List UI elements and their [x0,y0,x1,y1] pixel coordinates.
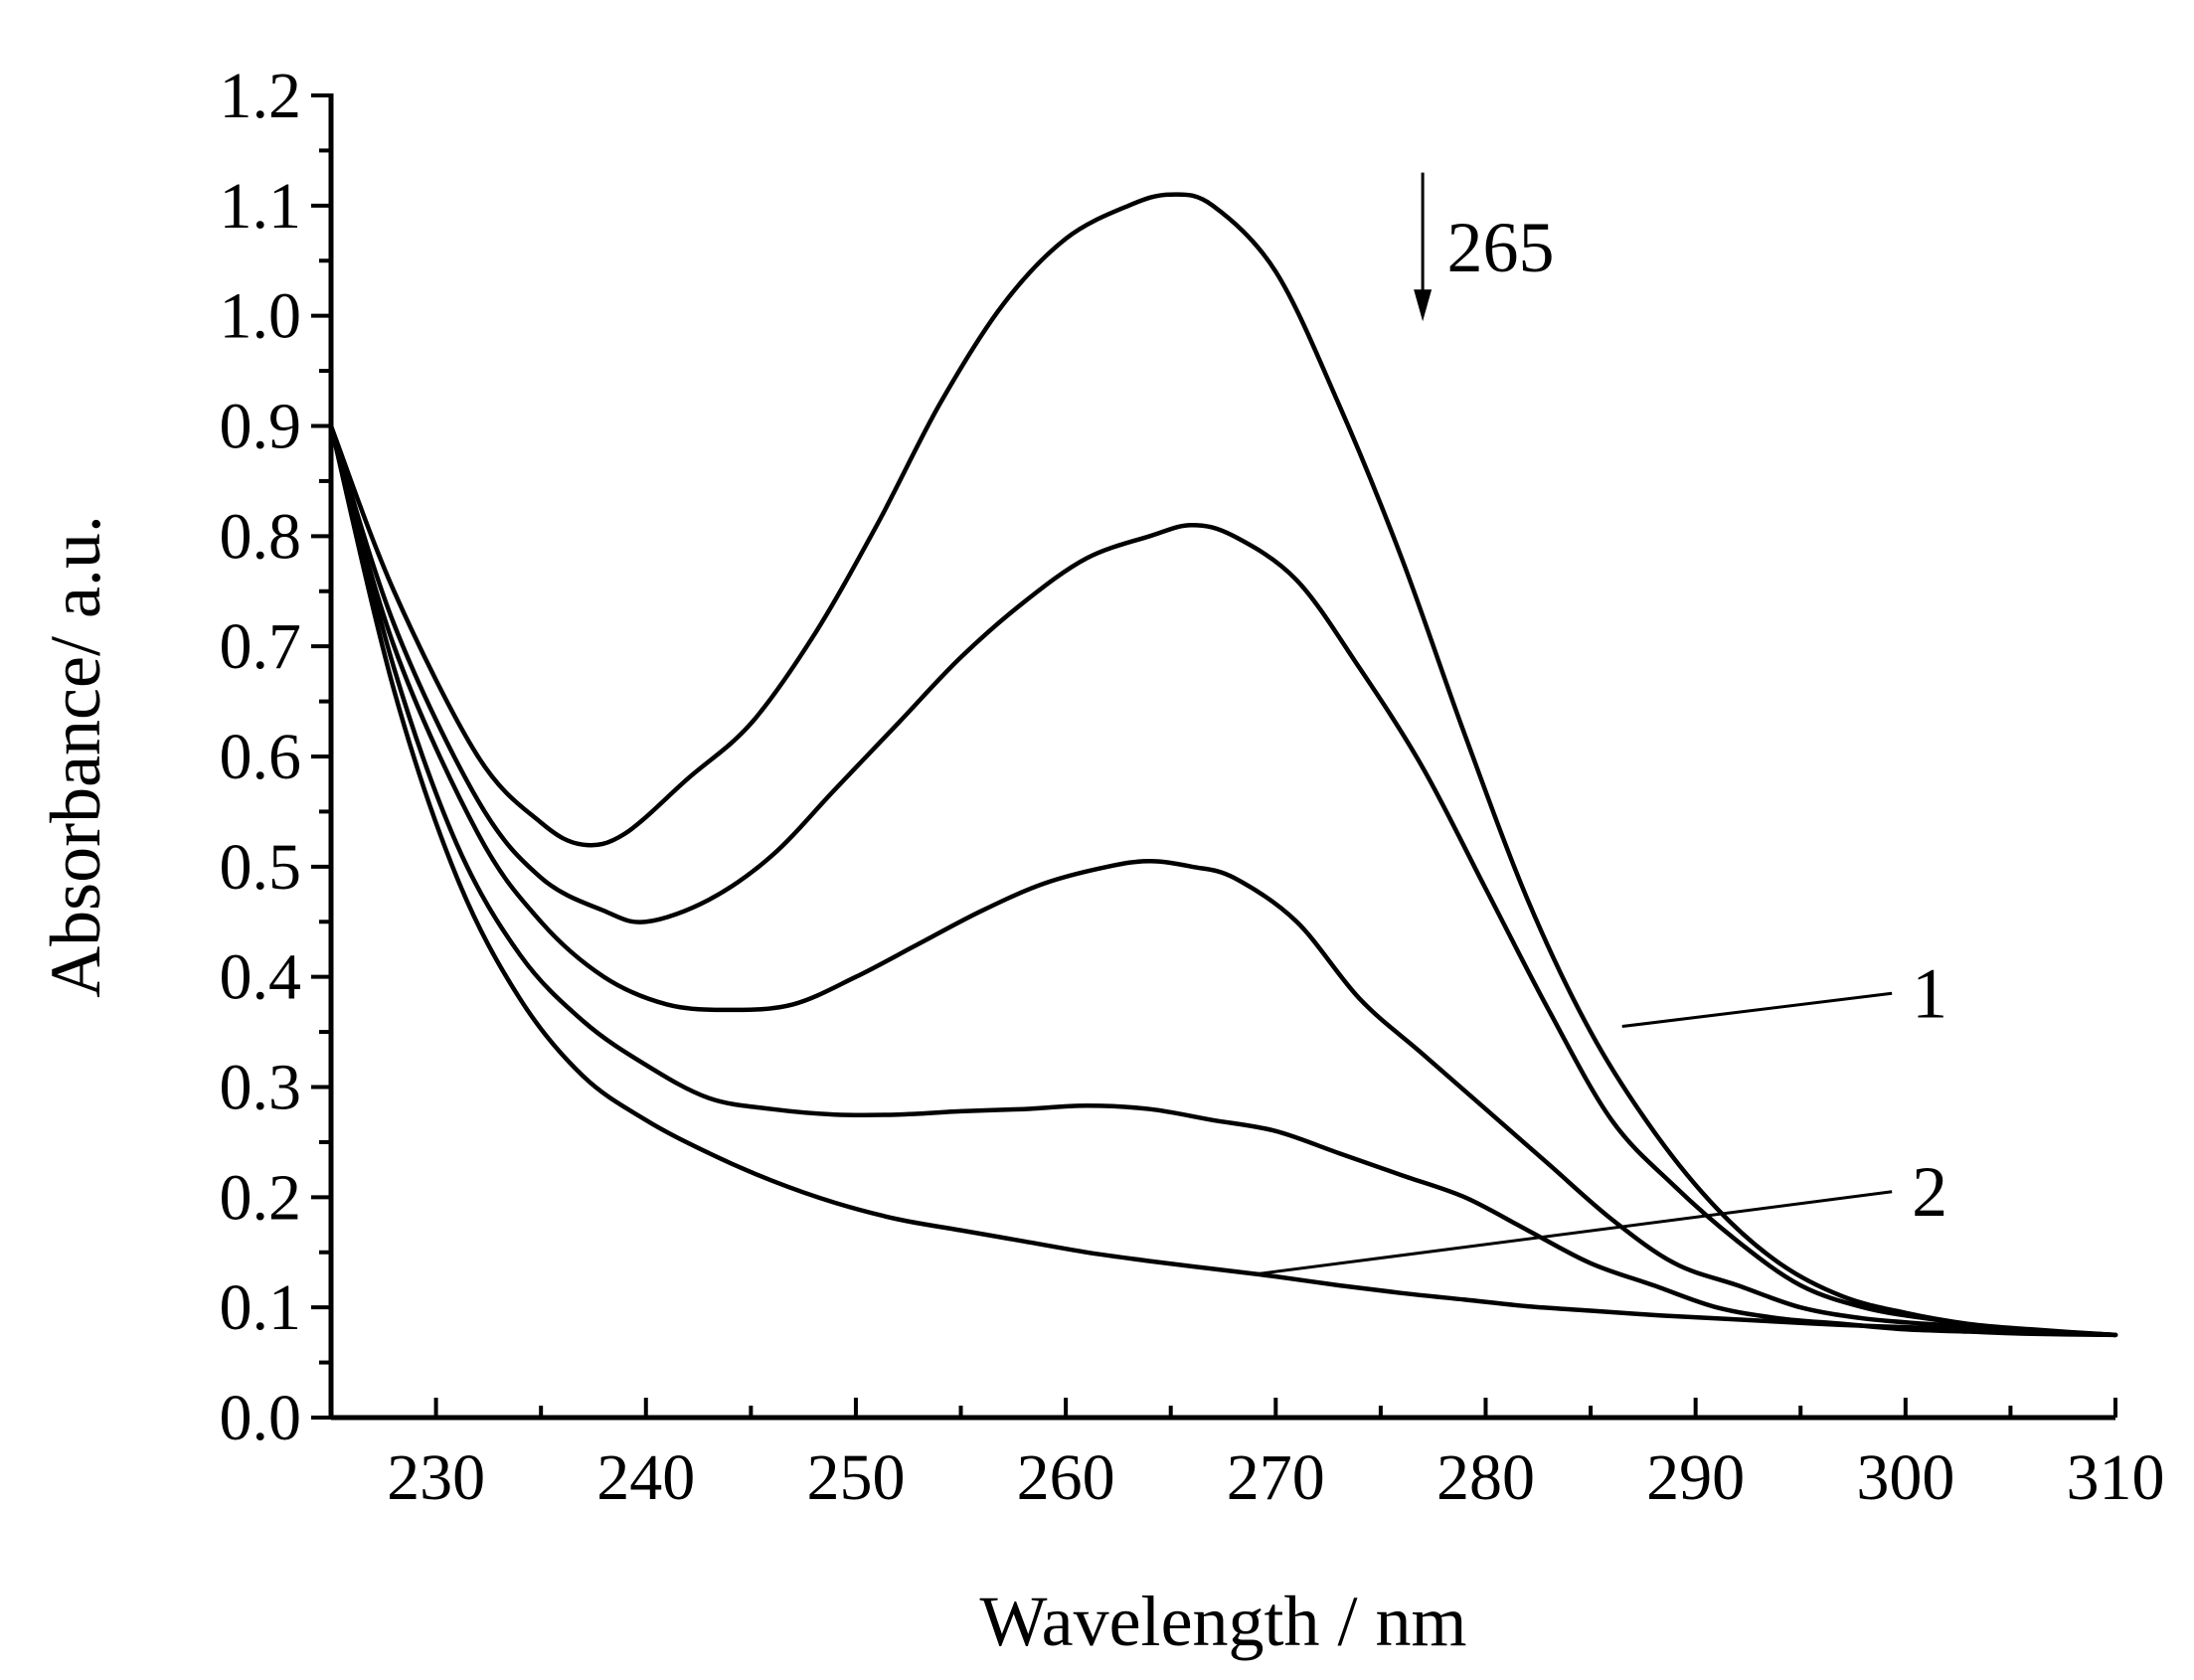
y-axis-ticks: 0.0 0.1 0.2 0.3 0.4 0.5 0.6 0.7 0.8 0.9 1.0 1.1 1.2 [220,60,331,1454]
peak-wavelength-label: 265 [1446,208,1554,287]
x-tick-label: 260 [1017,1441,1115,1514]
series-line-5 [328,423,2118,1338]
curve-1-label: 1 [1912,953,1947,1033]
y-tick-label: 0.0 [220,1382,302,1454]
y-tick-label: 0.7 [220,610,302,683]
curve-2-leader-line [1254,1190,1893,1276]
curve-2-label: 2 [1912,1152,1947,1232]
x-tick-label: 240 [596,1441,695,1514]
plot-area: 265 1 2 [328,172,2118,1338]
y-tick-label: 0.8 [220,500,302,573]
shift-arrow-head [1414,289,1433,322]
x-tick-label: 230 [387,1441,485,1514]
x-tick-label: 280 [1436,1441,1535,1514]
x-tick-label: 300 [1856,1441,1954,1514]
y-axis-title: Absorbance/ a.u. [36,515,115,998]
series-line-4 [328,423,2118,1338]
y-tick-label: 1.1 [220,170,302,243]
x-tick-label: 310 [2067,1441,2165,1514]
x-tick-label: 250 [806,1441,905,1514]
y-tick-label: 0.5 [220,831,302,904]
series-line-3 [328,423,2118,1338]
curve-1-leader-line [1621,991,1893,1029]
y-tick-label: 0.6 [220,721,302,793]
series-lines [328,192,2118,1338]
y-tick-label: 0.9 [220,391,302,463]
x-tick-label: 290 [1646,1441,1745,1514]
x-axis-ticks: 230 240 250 260 270 280 290 300 310 [329,1398,2165,1514]
series-line-2 [328,423,2118,1338]
annotations: 265 1 2 [1254,172,1947,1276]
x-axis-title: Wavelength / nm [979,1582,1466,1661]
y-tick-label: 0.2 [220,1161,302,1234]
y-tick-label: 0.3 [220,1052,302,1124]
y-tick-label: 0.1 [220,1271,302,1344]
y-tick-label: 1.0 [220,280,302,353]
y-tick-label: 1.2 [220,60,302,132]
y-tick-label: 0.4 [220,941,302,1014]
x-tick-label: 270 [1227,1441,1325,1514]
series-line-1 [328,192,2118,1338]
